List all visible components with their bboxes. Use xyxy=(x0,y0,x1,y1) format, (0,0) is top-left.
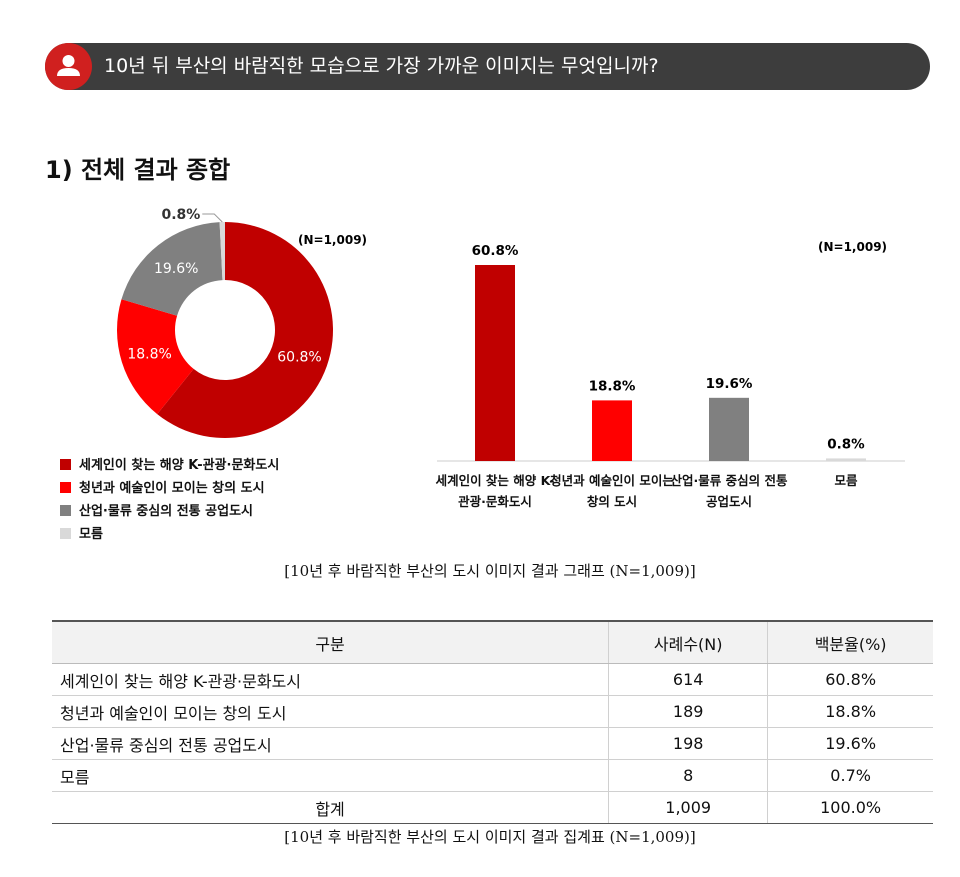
legend-label: 모름 xyxy=(79,527,103,542)
result-table: 구분 사례수(N) 백분율(%) 세계인이 찾는 해양 K-관광·문화도시 614 60.… xyxy=(52,620,933,824)
table-cell: 합계 xyxy=(52,791,609,824)
legend-swatch xyxy=(60,482,71,493)
sample-note: (N=1,009) xyxy=(818,240,887,254)
legend-label: 세계인이 찾는 해양 K-관광·문화도시 xyxy=(79,458,280,473)
table-cell: 산업·물류 중심의 전통 공업도시 xyxy=(52,727,609,760)
table-cell: 청년과 예술인이 모이는 창의 도시 xyxy=(52,695,609,728)
legend-item: 세계인이 찾는 해양 K-관광·문화도시 xyxy=(60,456,279,476)
table-row: 합계 1,009 100.0% xyxy=(52,791,933,824)
table-header-cell: 백분율(%) xyxy=(767,620,933,664)
table-row: 세계인이 찾는 해양 K-관광·문화도시 614 60.8% xyxy=(52,663,933,696)
bar xyxy=(475,265,515,461)
table-cell: 100.0% xyxy=(767,791,933,824)
x-tick-label: 산업·물류 중심의 전통 공업도시 xyxy=(670,473,788,509)
table-cell: 1,009 xyxy=(608,791,768,824)
bar-value-label: 19.6% xyxy=(706,376,753,392)
user-icon xyxy=(45,43,92,90)
legend-label: 청년과 예술인이 모이는 창의 도시 xyxy=(79,481,265,496)
bar xyxy=(709,397,749,461)
slice-label: 0.8% xyxy=(161,207,200,223)
table-cell: 8 xyxy=(608,759,768,792)
table-caption: [10년 후 바람직한 부산의 도시 이미지 결과 집계표 (N=1,009)] xyxy=(284,828,696,846)
legend-swatch xyxy=(60,528,71,539)
section-title: 1) 전체 결과 종합 xyxy=(45,156,231,184)
slice-label: 60.8% xyxy=(277,349,321,365)
bar-value-label: 60.8% xyxy=(472,243,519,259)
bar-value-label: 18.8% xyxy=(589,378,636,394)
table-cell: 세계인이 찾는 해양 K-관광·문화도시 xyxy=(52,663,609,696)
donut-slice xyxy=(157,222,334,439)
table-cell: 19.6% xyxy=(767,727,933,760)
table-cell: 189 xyxy=(608,695,768,728)
table-row: 산업·물류 중심의 전통 공업도시 198 19.6% xyxy=(52,727,933,760)
table-cell: 18.8% xyxy=(767,695,933,728)
x-tick-label: 모름 xyxy=(834,473,858,488)
table-row: 청년과 예술인이 모이는 창의 도시 189 18.8% xyxy=(52,695,933,728)
table-cell: 0.7% xyxy=(767,759,933,792)
bar-value-label: 0.8% xyxy=(827,436,865,452)
user-glyph xyxy=(57,55,80,76)
question-bar xyxy=(45,43,930,90)
legend-item: 모름 xyxy=(60,525,103,545)
table-cell: 60.8% xyxy=(767,663,933,696)
table-cell: 614 xyxy=(608,663,768,696)
donut-slice xyxy=(117,299,194,415)
donut-slice xyxy=(219,222,225,281)
legend-swatch xyxy=(60,459,71,470)
bar xyxy=(826,458,866,461)
table-cell: 모름 xyxy=(52,759,609,792)
table-header-cell: 사례수(N) xyxy=(608,620,768,664)
x-tick-label: 청년과 예술인이 모이는 창의 도시 xyxy=(550,473,674,509)
table-header-cell: 구분 xyxy=(52,620,609,664)
legend-item: 청년과 예술인이 모이는 창의 도시 xyxy=(60,479,265,499)
table-cell: 198 xyxy=(608,727,768,760)
chart-caption: [10년 후 바람직한 부산의 도시 이미지 결과 그래프 (N=1,009)] xyxy=(284,562,696,580)
bar xyxy=(592,400,632,461)
legend-item: 산업·물류 중심의 전통 공업도시 xyxy=(60,502,253,522)
legend-swatch xyxy=(60,505,71,516)
question-text: 10년 뒤 부산의 바람직한 모습으로 가장 가까운 이미지는 무엇입니까? xyxy=(104,55,659,77)
table-row: 모름 8 0.7% xyxy=(52,759,933,792)
slice-label: 19.6% xyxy=(154,261,198,277)
slice-label: 18.8% xyxy=(127,346,171,362)
leader-line xyxy=(202,213,223,223)
sample-note: (N=1,009) xyxy=(298,233,367,247)
x-tick-label: 세계인이 찾는 해양 K-관광·문화도시 xyxy=(435,473,555,509)
charts: 60.8% 18.8% 19.6% 0.8% (N=1,009) 60.8% 18.8% 19… xyxy=(117,207,905,462)
legend-label: 산업·물류 중심의 전통 공업도시 xyxy=(79,504,253,519)
donut-slice xyxy=(121,222,223,316)
